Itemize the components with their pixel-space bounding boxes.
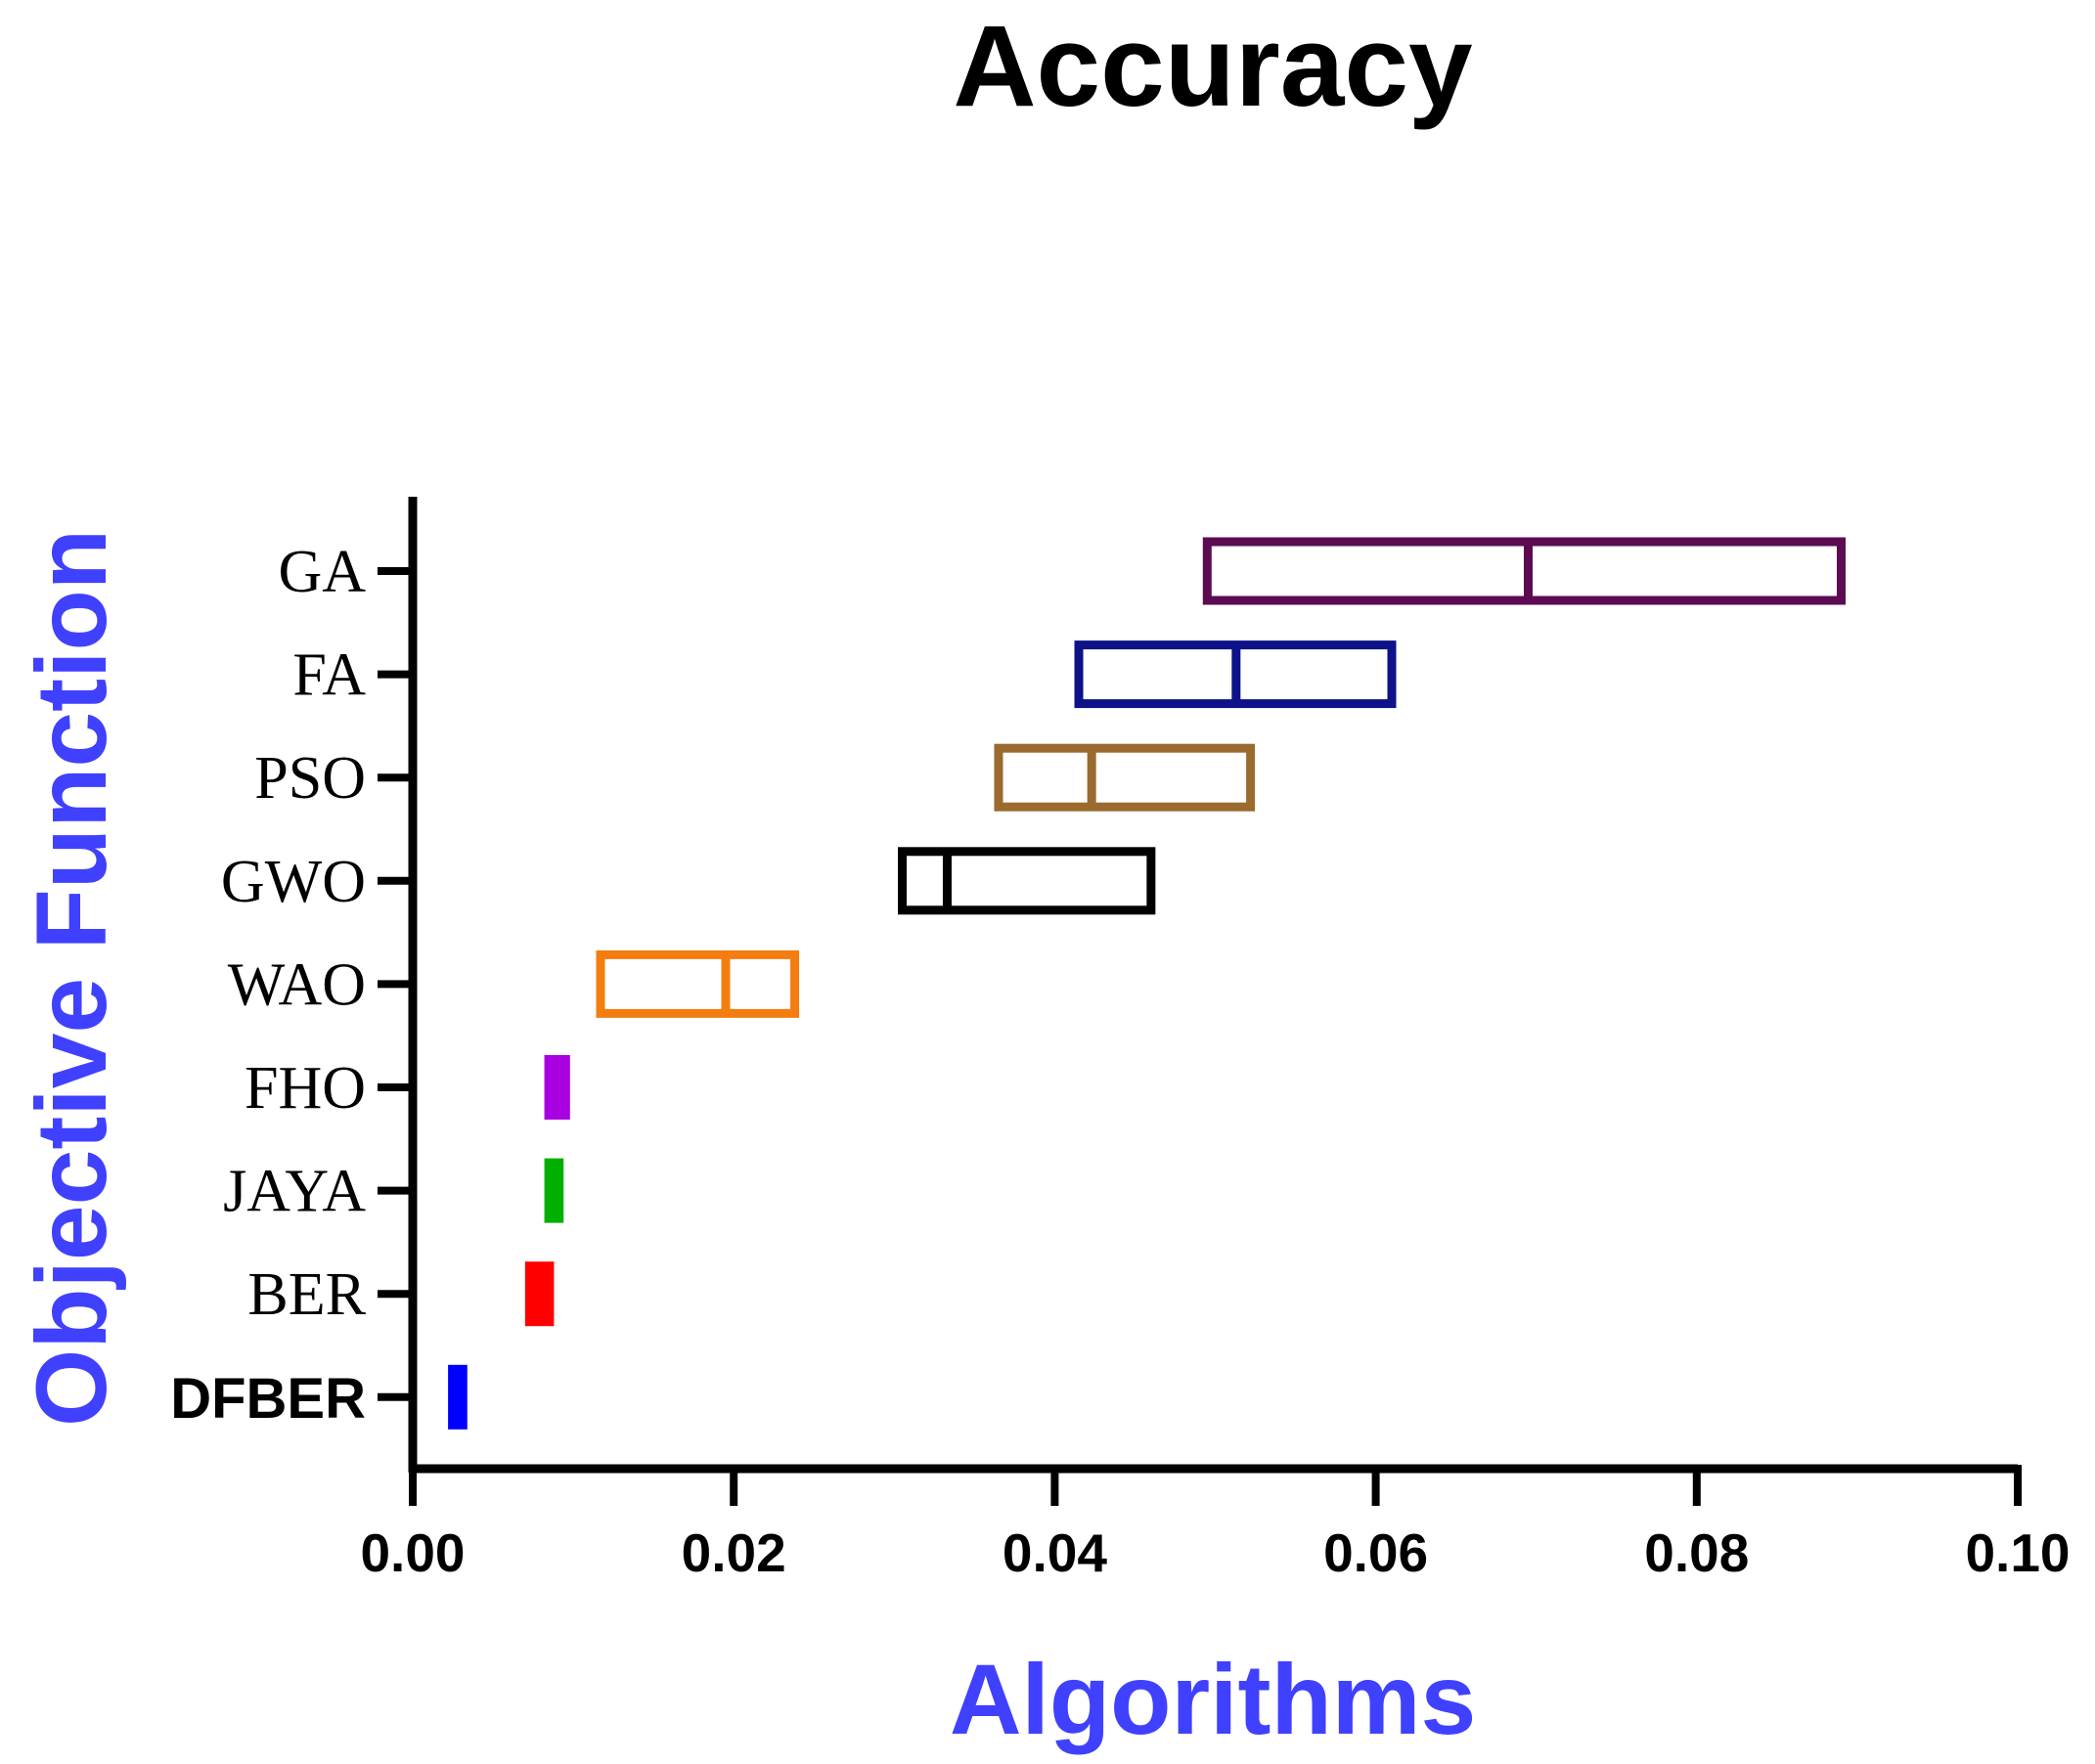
box-gwo xyxy=(898,847,1156,915)
box-body-jaya xyxy=(544,1158,564,1223)
y-tick-label-jaya: JAYA xyxy=(223,1159,366,1225)
y-tick-label-wao: WAO xyxy=(228,951,366,1018)
box-body-dfber xyxy=(448,1364,468,1430)
x-tick-label: 0.06 xyxy=(1323,1522,1428,1583)
x-tick-label: 0.02 xyxy=(682,1522,786,1583)
box-body-gwo xyxy=(898,847,1156,915)
x-tick-label: 0.00 xyxy=(360,1522,465,1583)
y-tick-label-ber: BER xyxy=(247,1261,366,1328)
y-axis-label: Objective Function xyxy=(16,529,127,1427)
y-tick-label-fa: FA xyxy=(292,642,366,709)
y-tick-label-ga: GA xyxy=(278,539,366,605)
y-tick-label-dfber: DFBER xyxy=(170,1367,366,1431)
box-jaya xyxy=(544,1158,564,1223)
x-axis-ticks: 0.00 0.02 0.04 0.06 0.08 0.10 xyxy=(360,1465,2071,1583)
x-axis-label: Algorithms xyxy=(950,1644,1476,1755)
box-body-wao xyxy=(596,949,800,1018)
box-fho xyxy=(544,1055,570,1120)
box-pso xyxy=(994,743,1256,812)
x-tick-label: 0.10 xyxy=(1965,1522,2070,1583)
box-dfber xyxy=(448,1364,468,1430)
y-tick-label-pso: PSO xyxy=(254,745,366,812)
chart-title: Accuracy xyxy=(953,2,1472,131)
y-tick-label-gwo: GWO xyxy=(221,849,366,915)
box-body-pso xyxy=(994,743,1256,812)
y-axis-ticks: GA FA PSO GWO WAO FHO JAYA BER DFBER xyxy=(170,539,417,1431)
box-ga xyxy=(1202,537,1846,605)
x-tick-label: 0.08 xyxy=(1644,1522,1749,1583)
box-ber xyxy=(524,1261,555,1327)
box-body-fho xyxy=(544,1055,570,1120)
x-tick-label: 0.04 xyxy=(1003,1522,1107,1583)
box-wao xyxy=(596,949,800,1018)
y-tick-label-fho: FHO xyxy=(245,1055,366,1122)
box-body-ber xyxy=(524,1261,555,1327)
box-fa xyxy=(1074,640,1397,709)
box-plot-series xyxy=(448,537,1846,1430)
